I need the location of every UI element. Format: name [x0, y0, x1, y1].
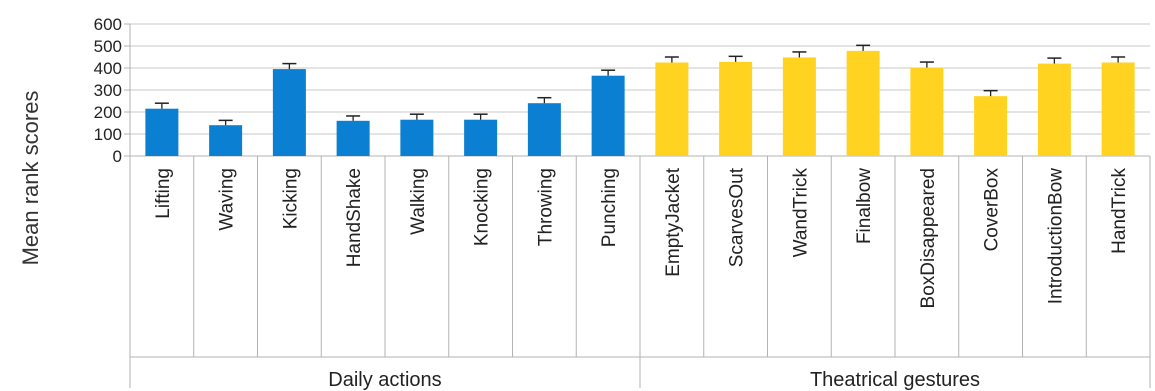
bar	[910, 67, 944, 156]
group-label: Theatrical gestures	[810, 369, 980, 391]
x-tick-label: IntroductionBow	[1045, 168, 1066, 305]
bar	[655, 62, 689, 156]
bars	[145, 44, 1135, 157]
y-tick-label: 300	[94, 81, 122, 100]
bar	[336, 120, 370, 156]
bar	[591, 75, 625, 156]
x-tick-label: HandTrick	[1109, 168, 1130, 254]
x-tick-label: Kicking	[280, 168, 301, 229]
x-tick-label: HandShake	[344, 168, 365, 267]
x-tick-label: Finalbow	[854, 168, 875, 244]
group-label: Daily actions	[328, 369, 441, 391]
y-tick-label: 400	[94, 59, 122, 78]
bar	[145, 108, 179, 156]
x-tick-label: Throwing	[535, 168, 556, 246]
bar	[1101, 62, 1135, 156]
bar	[527, 103, 561, 156]
y-tick-label: 500	[94, 37, 122, 56]
y-tick-label: 0	[113, 147, 122, 166]
x-tick-label: Knocking	[472, 168, 493, 246]
bar	[464, 119, 498, 156]
bar	[209, 125, 243, 156]
x-tick-label: BoxDisappeared	[918, 168, 939, 308]
y-tick-label: 200	[94, 103, 122, 122]
bar	[1037, 63, 1071, 156]
y-axis-title: Mean rank scores	[18, 91, 43, 266]
y-tick-label: 100	[94, 125, 122, 144]
bar	[974, 96, 1008, 156]
labels: 0 100 200 300 400 500 600 Daily actions Lifting W…	[94, 15, 1131, 391]
x-tick-label: CoverBox	[982, 168, 1003, 252]
bar	[272, 69, 306, 156]
x-tick-label: EmptyJacket	[663, 167, 684, 276]
x-tick-label: Lifting	[153, 168, 174, 219]
x-tick-label: WandTrick	[790, 168, 811, 258]
bar	[400, 119, 434, 156]
bar	[782, 57, 816, 156]
x-tick-label: Walking	[408, 168, 429, 235]
bar	[846, 50, 880, 157]
y-tick-label: 600	[94, 15, 122, 34]
axes	[124, 23, 1151, 388]
bar	[719, 61, 753, 157]
x-tick-label: Punching	[599, 168, 620, 247]
x-tick-label: ScarvesOut	[727, 167, 748, 267]
x-tick-label: Waving	[217, 168, 238, 231]
